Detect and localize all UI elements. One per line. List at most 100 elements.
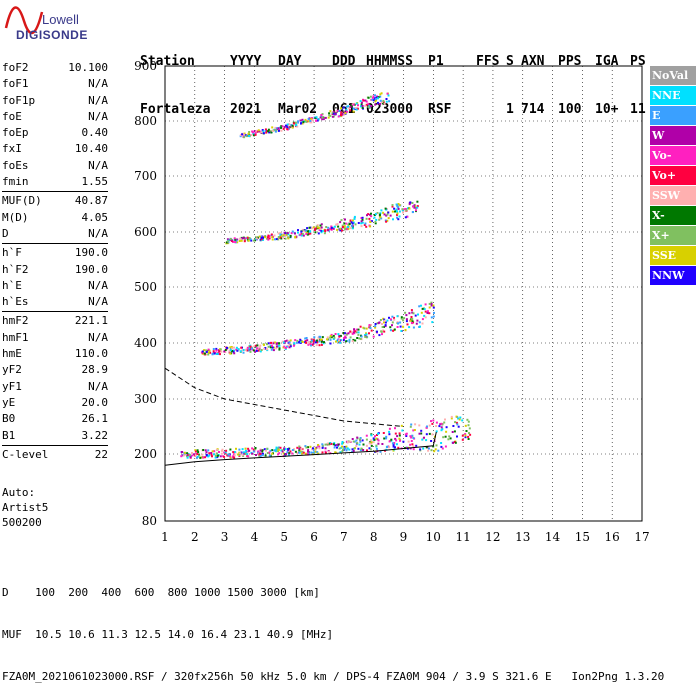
- echo-point: [444, 445, 447, 448]
- echo-point: [293, 342, 296, 345]
- echo-point: [212, 348, 215, 350]
- echo-point: [320, 340, 323, 343]
- echo-point: [211, 450, 214, 453]
- echo-point: [257, 349, 260, 352]
- echo-point: [355, 445, 358, 447]
- echo-point: [285, 453, 287, 456]
- echo-point: [385, 437, 388, 440]
- echo-point: [374, 435, 376, 438]
- param-row: h`E N/A: [2, 278, 108, 294]
- lowell-digisonde-logo: Lowell DIGISONDE: [2, 4, 122, 44]
- ionogram-plot: 1 2 3 4 5 6 7 8 9 10 11 12 13 14 15 16 17802003004005006…: [134, 59, 650, 544]
- echo-point: [368, 442, 371, 445]
- param-row: B1 3.22: [2, 428, 108, 444]
- echo-point: [445, 430, 448, 433]
- param-value: N/A: [88, 226, 108, 240]
- echo-point: [319, 228, 322, 231]
- echo-point: [335, 223, 338, 226]
- echo-point: [381, 443, 384, 445]
- echo-point: [373, 438, 376, 441]
- echo-point: [314, 447, 317, 450]
- echo-point: [328, 112, 331, 115]
- echo-point: [251, 347, 253, 350]
- echo-point: [394, 427, 396, 430]
- echo-point: [252, 131, 254, 134]
- echo-point: [351, 103, 354, 106]
- echo-point: [258, 455, 261, 458]
- echo-point: [315, 119, 318, 122]
- echo-point: [379, 93, 382, 96]
- echo-point: [244, 449, 247, 452]
- echo-point: [388, 427, 391, 430]
- echo-point: [344, 227, 347, 230]
- ionospheric-parameters-panel: foF2 10.100 foF1 N/A foF1p N/A foE N/A foEp 0.40 f…: [2, 60, 108, 463]
- echo-point: [263, 343, 265, 346]
- echo-point: [377, 97, 379, 100]
- echo-point: [383, 325, 385, 328]
- echo-point: [333, 446, 336, 449]
- echo-point: [205, 451, 208, 454]
- param-row: h`F2 190.0: [2, 262, 108, 278]
- echo-point: [425, 433, 428, 436]
- echo-point: [236, 241, 239, 244]
- echo-point: [212, 350, 215, 353]
- echo-point: [314, 231, 317, 234]
- echo-point: [413, 204, 416, 207]
- param-label: foE: [2, 109, 22, 123]
- echo-point: [263, 347, 266, 350]
- echo-point: [202, 456, 205, 459]
- echo-point: [301, 120, 304, 123]
- echo-point: [367, 102, 370, 105]
- echo-point: [359, 337, 362, 340]
- echo-point: [318, 340, 321, 343]
- echo-point: [314, 450, 317, 453]
- header-cell: 061: [332, 102, 356, 117]
- echo-point: [344, 332, 347, 335]
- echo-point: [188, 454, 191, 457]
- echo-point: [348, 448, 351, 451]
- echo-point: [289, 345, 292, 348]
- echo-point: [416, 206, 419, 209]
- echo-point: [293, 122, 295, 125]
- echo-point: [268, 237, 271, 240]
- echo-point: [232, 451, 235, 454]
- echo-point: [411, 320, 414, 323]
- echo-point: [382, 211, 385, 214]
- echo-point: [425, 439, 428, 442]
- echo-point: [337, 333, 340, 336]
- echo-point: [254, 448, 257, 451]
- echo-point: [205, 453, 208, 456]
- param-value: N/A: [88, 158, 108, 172]
- echo-point: [319, 335, 322, 338]
- echo-point: [362, 443, 365, 446]
- echo-point: [357, 331, 360, 334]
- echo-point: [324, 229, 327, 232]
- echo-point: [351, 438, 354, 440]
- echo-point: [330, 442, 333, 445]
- x-tick-label: 14: [545, 530, 561, 544]
- echo-point: [229, 448, 232, 451]
- echo-point: [309, 445, 312, 448]
- y-tick-label: 80: [142, 514, 157, 528]
- profile-line: [164, 367, 404, 427]
- echo-point: [248, 135, 251, 137]
- echo-point: [326, 336, 329, 339]
- header-cell: 10+: [595, 102, 619, 117]
- echo-point: [392, 445, 395, 448]
- param-value: N/A: [88, 278, 108, 292]
- echo-point: [277, 236, 280, 238]
- echo-point: [244, 349, 247, 352]
- echo-point: [392, 444, 395, 446]
- echo-point: [341, 229, 344, 232]
- echo-point: [338, 340, 340, 343]
- echo-point: [256, 344, 259, 347]
- echo-point: [271, 130, 274, 132]
- echo-point: [383, 321, 385, 324]
- echo-point: [224, 452, 227, 455]
- echo-point: [404, 433, 407, 436]
- echo-point: [375, 96, 378, 99]
- echo-point: [428, 306, 431, 309]
- echo-point: [369, 448, 372, 451]
- echo-point: [408, 326, 411, 329]
- echo-point: [277, 129, 280, 132]
